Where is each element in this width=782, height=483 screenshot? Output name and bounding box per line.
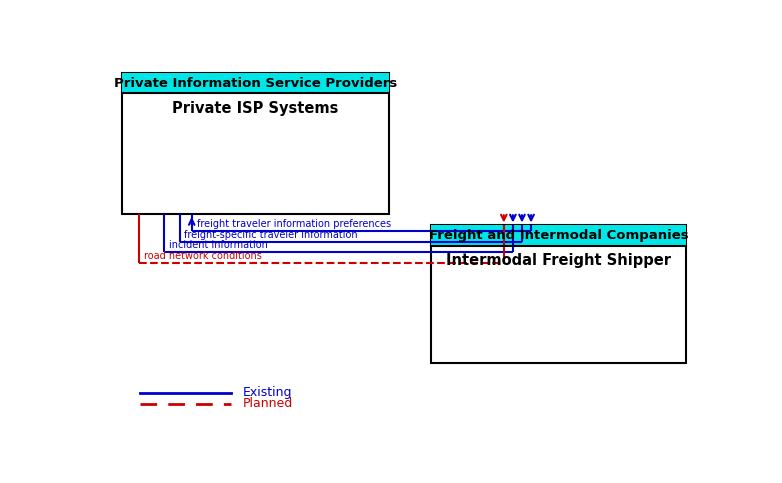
- Text: road network conditions: road network conditions: [144, 251, 262, 261]
- Text: incident information: incident information: [169, 240, 268, 250]
- Text: Private Information Service Providers: Private Information Service Providers: [113, 77, 397, 89]
- Bar: [122, 73, 389, 93]
- Text: freight-specific traveler information: freight-specific traveler information: [185, 230, 358, 240]
- Bar: [122, 73, 389, 214]
- Text: Freight and Intermodal Companies: Freight and Intermodal Companies: [429, 229, 688, 242]
- Bar: [431, 225, 686, 246]
- Text: Existing: Existing: [243, 386, 292, 399]
- Text: freight traveler information preferences: freight traveler information preferences: [196, 219, 391, 228]
- Text: Planned: Planned: [243, 398, 293, 411]
- Bar: [431, 225, 686, 363]
- Text: Intermodal Freight Shipper: Intermodal Freight Shipper: [446, 253, 671, 268]
- Text: Private ISP Systems: Private ISP Systems: [172, 101, 339, 116]
